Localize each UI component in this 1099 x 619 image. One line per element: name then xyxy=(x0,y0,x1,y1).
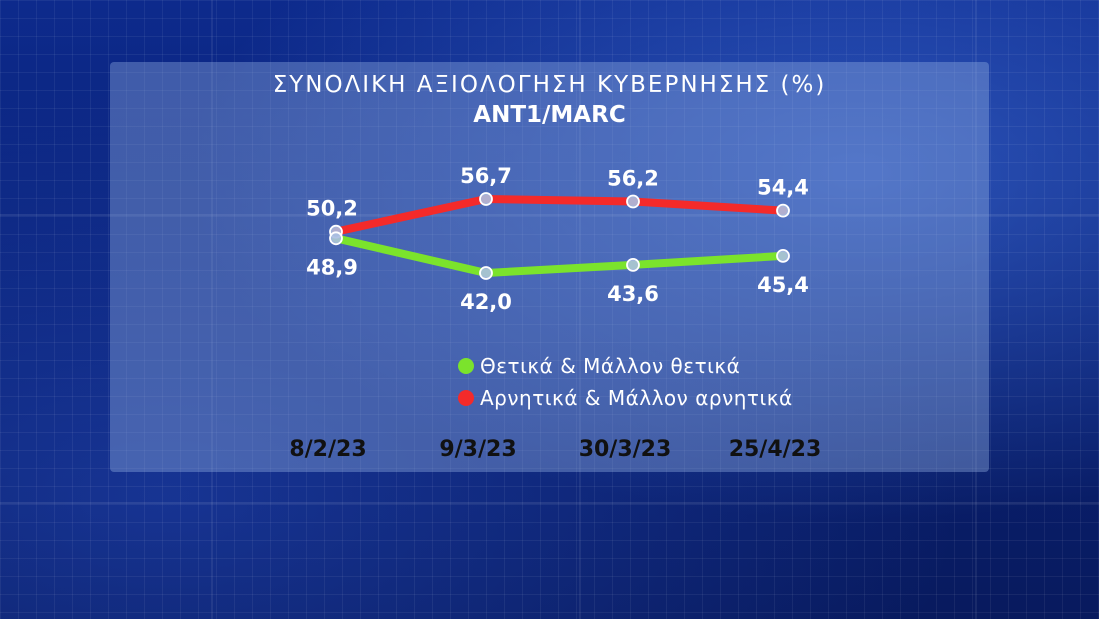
x-tick-label-0: 8/2/23 xyxy=(289,437,366,462)
x-tick-label-1: 9/3/23 xyxy=(439,437,516,462)
legend-swatch-positive xyxy=(458,358,474,374)
data-label-negative-1: 56,7 xyxy=(460,164,512,188)
data-point-positive-3 xyxy=(776,248,790,263)
data-point-negative-1 xyxy=(479,192,493,206)
x-tick-label-3: 25/4/23 xyxy=(729,437,822,462)
legend-swatch-negative xyxy=(458,390,474,406)
legend-item-positive: Θετικά & Μάλλον θετικά xyxy=(458,350,793,382)
chart-subtitle: ANT1/MARC xyxy=(473,102,626,128)
chart-title: ΣΥΝΟΛΙΚΗ ΑΞΙΟΛΟΓΗΣΗ ΚΥΒΕΡΝΗΣΗΣ (%) xyxy=(272,72,827,98)
series-line-positive xyxy=(332,234,787,277)
data-point-positive-0 xyxy=(329,231,343,246)
data-label-positive-0: 48,9 xyxy=(306,255,358,279)
legend-label-positive: Θετικά & Μάλλον θετικά xyxy=(480,354,741,378)
data-label-positive-2: 43,6 xyxy=(607,282,659,306)
data-label-positive-3: 45,4 xyxy=(757,273,809,297)
data-label-positive-1: 42,0 xyxy=(460,290,512,314)
legend-item-negative: Αρνητικά & Μάλλον αρνητικά xyxy=(458,382,793,414)
x-tick-label-2: 30/3/23 xyxy=(579,437,672,462)
data-label-negative-0: 50,2 xyxy=(306,197,358,221)
chart-legend: Θετικά & Μάλλον θετικά Αρνητικά & Μάλλον… xyxy=(458,350,793,414)
data-label-negative-3: 54,4 xyxy=(757,176,809,200)
data-label-negative-2: 56,2 xyxy=(607,167,659,191)
series-line-negative xyxy=(332,195,787,236)
legend-label-negative: Αρνητικά & Μάλλον αρνητικά xyxy=(480,386,793,410)
data-point-positive-2 xyxy=(626,257,640,272)
data-point-negative-2 xyxy=(626,194,640,209)
data-point-positive-1 xyxy=(479,266,493,280)
data-point-negative-3 xyxy=(776,203,790,218)
